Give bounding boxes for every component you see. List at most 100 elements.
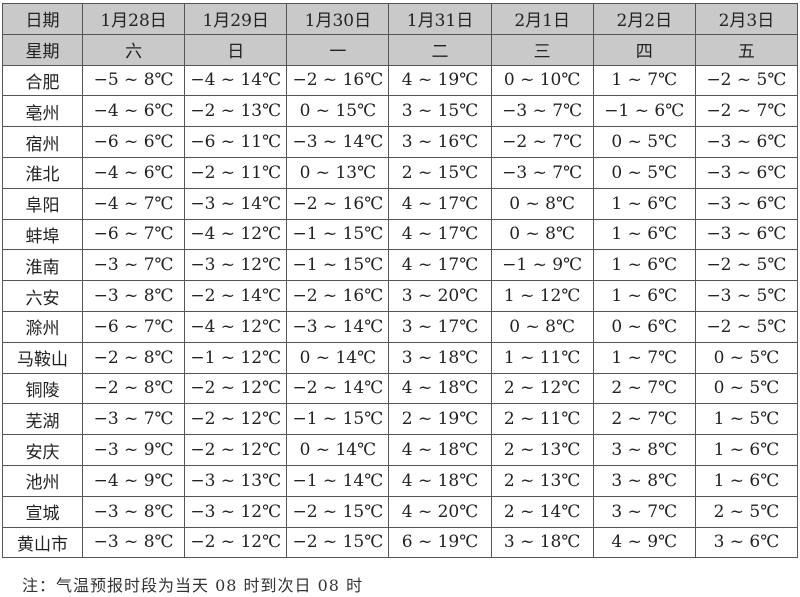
date-label: 日期 <box>2 3 83 35</box>
weekday-header: 六 <box>81 33 186 66</box>
weekday-header: 五 <box>694 33 799 66</box>
temperature-cell: −3 ~ 14℃ <box>286 310 390 343</box>
temperature-cell: 2 ~ 19℃ <box>388 403 492 436</box>
temperature-cell: 0 ~ 8℃ <box>490 218 594 251</box>
temperature-cell: −3 ~ 7℃ <box>81 403 186 436</box>
temperature-cell: −6 ~ 7℃ <box>81 218 186 251</box>
city-cell: 马鞍山 <box>2 341 83 374</box>
city-cell: 铜陵 <box>2 372 83 405</box>
temperature-cell: −1 ~ 9℃ <box>490 249 594 282</box>
temperature-cell: −4 ~ 12℃ <box>184 218 288 251</box>
temperature-cell: −2 ~ 14℃ <box>184 280 288 312</box>
temperature-cell: −2 ~ 12℃ <box>184 434 288 466</box>
table-row: 芜湖 −3 ~ 7℃ −2 ~ 12℃ −1 ~ 15℃ 2 ~ 19℃ 2 ~ 11℃ 2… <box>2 403 799 436</box>
date-header: 2月3日 <box>694 3 799 35</box>
date-header: 1月30日 <box>286 3 390 35</box>
table-row: 安庆 −3 ~ 9℃ −2 ~ 12℃ 0 ~ 14℃ 4 ~ 18℃ 2 ~ 13℃ 3 … <box>2 434 799 466</box>
weekday-label: 星期 <box>2 33 83 66</box>
temperature-cell: 0 ~ 5℃ <box>694 372 799 405</box>
temperature-cell: −3 ~ 8℃ <box>81 280 186 312</box>
temperature-cell: 1 ~ 6℃ <box>592 280 696 312</box>
temperature-cell: −3 ~ 14℃ <box>286 126 390 158</box>
temperature-cell: 2 ~ 7℃ <box>592 403 696 436</box>
temperature-cell: 4 ~ 18℃ <box>388 372 492 405</box>
temperature-cell: −3 ~ 7℃ <box>490 156 594 189</box>
temperature-cell: −3 ~ 14℃ <box>184 187 288 220</box>
date-header: 2月1日 <box>490 3 594 35</box>
temperature-cell: 0 ~ 8℃ <box>490 187 594 220</box>
temperature-cell: −3 ~ 12℃ <box>184 495 288 528</box>
table-row: 宿州 −6 ~ 6℃ −6 ~ 11℃ −3 ~ 14℃ 3 ~ 16℃ −2 ~ 7℃ 0… <box>2 126 799 158</box>
temperature-cell: 2 ~ 12℃ <box>490 372 594 405</box>
weekday-header: 日 <box>184 33 288 66</box>
temperature-cell: 0 ~ 10℃ <box>490 64 594 97</box>
city-cell: 滁州 <box>2 310 83 343</box>
temperature-cell: −3 ~ 6℃ <box>694 187 799 220</box>
temperature-cell: −2 ~ 5℃ <box>694 310 799 343</box>
temperature-cell: −3 ~ 6℃ <box>694 126 799 158</box>
temperature-cell: 1 ~ 7℃ <box>592 341 696 374</box>
table-row: 淮北 −4 ~ 6℃ −2 ~ 11℃ 0 ~ 13℃ 2 ~ 15℃ −3 ~ 7℃ 0 … <box>2 156 799 189</box>
temperature-cell: 1 ~ 6℃ <box>694 434 799 466</box>
temperature-cell: −3 ~ 7℃ <box>81 249 186 282</box>
temperature-cell: 4 ~ 17℃ <box>388 187 492 220</box>
table-row: 阜阳 −4 ~ 7℃ −3 ~ 14℃ −2 ~ 16℃ 4 ~ 17℃ 0 ~ 8℃ 1 … <box>2 187 799 220</box>
weekday-header-row: 星期 六 日 一 二 三 四 五 <box>2 33 799 66</box>
table-row: 六安 −3 ~ 8℃ −2 ~ 14℃ −2 ~ 16℃ 3 ~ 20℃ 1 ~ 12℃ 1… <box>2 280 799 312</box>
temperature-cell: −4 ~ 6℃ <box>81 95 186 128</box>
temperature-cell: −2 ~ 11℃ <box>184 156 288 189</box>
date-header: 2月2日 <box>592 3 696 35</box>
city-cell: 宿州 <box>2 126 83 158</box>
temperature-forecast-table: 日期 1月28日 1月29日 1月30日 1月31日 2月1日 2月2日 2月3… <box>2 3 799 559</box>
temperature-cell: 1 ~ 7℃ <box>592 64 696 97</box>
city-cell: 芜湖 <box>2 403 83 436</box>
temperature-cell: −3 ~ 6℃ <box>694 156 799 189</box>
date-header: 1月28日 <box>81 3 186 35</box>
temperature-cell: −2 ~ 16℃ <box>286 187 390 220</box>
table-row: 池州 −4 ~ 9℃ −3 ~ 13℃ −1 ~ 14℃ 4 ~ 18℃ 2 ~ 13℃ 3… <box>2 464 799 497</box>
temperature-cell: −2 ~ 14℃ <box>286 372 390 405</box>
city-cell: 淮北 <box>2 156 83 189</box>
temperature-cell: 0 ~ 5℃ <box>592 126 696 158</box>
weekday-header: 四 <box>592 33 696 66</box>
temperature-cell: 3 ~ 20℃ <box>388 280 492 312</box>
temperature-cell: −2 ~ 8℃ <box>81 372 186 405</box>
temperature-cell: 1 ~ 12℃ <box>490 280 594 312</box>
temperature-cell: −4 ~ 6℃ <box>81 156 186 189</box>
temperature-cell: −2 ~ 15℃ <box>286 495 390 528</box>
temperature-cell: 0 ~ 14℃ <box>286 341 390 374</box>
table-row: 蚌埠 −6 ~ 7℃ −4 ~ 12℃ −1 ~ 15℃ 4 ~ 17℃ 0 ~ 8℃ 1 … <box>2 218 799 251</box>
temperature-cell: 2 ~ 15℃ <box>388 156 492 189</box>
temperature-cell: −4 ~ 14℃ <box>184 64 288 97</box>
table-row: 宣城 −3 ~ 8℃ −3 ~ 12℃ −2 ~ 15℃ 4 ~ 20℃ 2 ~ 14℃ 3… <box>2 495 799 528</box>
date-header: 1月29日 <box>184 3 288 35</box>
temperature-cell: −2 ~ 12℃ <box>184 526 288 559</box>
city-cell: 黄山市 <box>2 526 83 559</box>
city-cell: 六安 <box>2 280 83 312</box>
temperature-cell: 1 ~ 6℃ <box>694 464 799 497</box>
date-header-row: 日期 1月28日 1月29日 1月30日 1月31日 2月1日 2月2日 2月3… <box>2 3 799 35</box>
temperature-cell: 1 ~ 5℃ <box>694 403 799 436</box>
temperature-cell: −1 ~ 15℃ <box>286 218 390 251</box>
temperature-cell: −3 ~ 8℃ <box>81 526 186 559</box>
city-cell: 安庆 <box>2 434 83 466</box>
temperature-cell: −3 ~ 8℃ <box>81 495 186 528</box>
weekday-header: 一 <box>286 33 390 66</box>
temperature-cell: 3 ~ 18℃ <box>490 526 594 559</box>
table-row: 亳州 −4 ~ 6℃ −2 ~ 13℃ 0 ~ 15℃ 3 ~ 15℃ −3 ~ 7℃ −1… <box>2 95 799 128</box>
temperature-cell: −4 ~ 9℃ <box>81 464 186 497</box>
table-row: 合肥 −5 ~ 8℃ −4 ~ 14℃ −2 ~ 16℃ 4 ~ 19℃ 0 ~ 10℃ 1… <box>2 64 799 97</box>
temperature-cell: 4 ~ 18℃ <box>388 464 492 497</box>
temperature-cell: 0 ~ 5℃ <box>592 156 696 189</box>
temperature-cell: −3 ~ 5℃ <box>694 280 799 312</box>
temperature-cell: 3 ~ 8℃ <box>592 434 696 466</box>
temperature-cell: −3 ~ 7℃ <box>490 95 594 128</box>
temperature-cell: −2 ~ 16℃ <box>286 64 390 97</box>
temperature-cell: −2 ~ 7℃ <box>490 126 594 158</box>
temperature-cell: −6 ~ 7℃ <box>81 310 186 343</box>
temperature-cell: 2 ~ 5℃ <box>694 495 799 528</box>
temperature-cell: 6 ~ 19℃ <box>388 526 492 559</box>
temperature-cell: −1 ~ 6℃ <box>592 95 696 128</box>
temperature-cell: 2 ~ 13℃ <box>490 434 594 466</box>
city-cell: 亳州 <box>2 95 83 128</box>
